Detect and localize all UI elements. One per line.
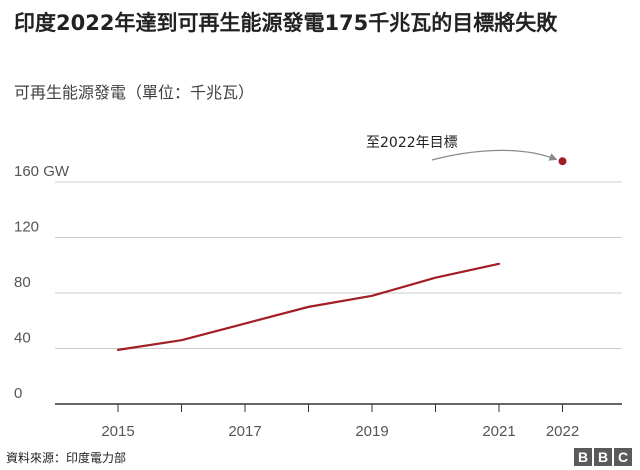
line-chart: 0 40 80 120 160 GW 2015 2017 2019 2021 2022 至2022… xyxy=(14,135,622,440)
y-tick-label: 80 xyxy=(14,274,31,291)
bbc-logo-letter: C xyxy=(614,448,632,466)
chart-subtitle: 可再生能源發電（單位：千兆瓦） xyxy=(14,83,255,102)
x-tick-label: 2021 xyxy=(482,423,515,440)
x-tick-label: 2019 xyxy=(355,423,388,440)
target-point xyxy=(558,157,567,166)
y-tick-label: 40 xyxy=(14,330,31,347)
target-arrow xyxy=(431,149,558,161)
chart-title: 印度2022年達到可再生能源發電175千兆瓦的目標將失敗 xyxy=(14,11,558,35)
bbc-logo-letter: B xyxy=(574,448,592,466)
bbc-logo-letter: B xyxy=(594,448,612,466)
series-line xyxy=(116,262,501,351)
x-tick-label: 2015 xyxy=(101,423,134,440)
y-tick-label: 160 GW xyxy=(14,163,70,180)
source-note: 資料來源：印度電力部 xyxy=(6,451,127,465)
y-tick-label: 0 xyxy=(14,385,22,402)
target-annotation-label: 至2022年目標 xyxy=(366,135,458,151)
x-tick-label: 2022 xyxy=(546,423,579,440)
y-tick-label: 120 xyxy=(14,219,39,236)
bbc-logo: B B C xyxy=(574,448,632,466)
x-tick-label: 2017 xyxy=(228,423,261,440)
